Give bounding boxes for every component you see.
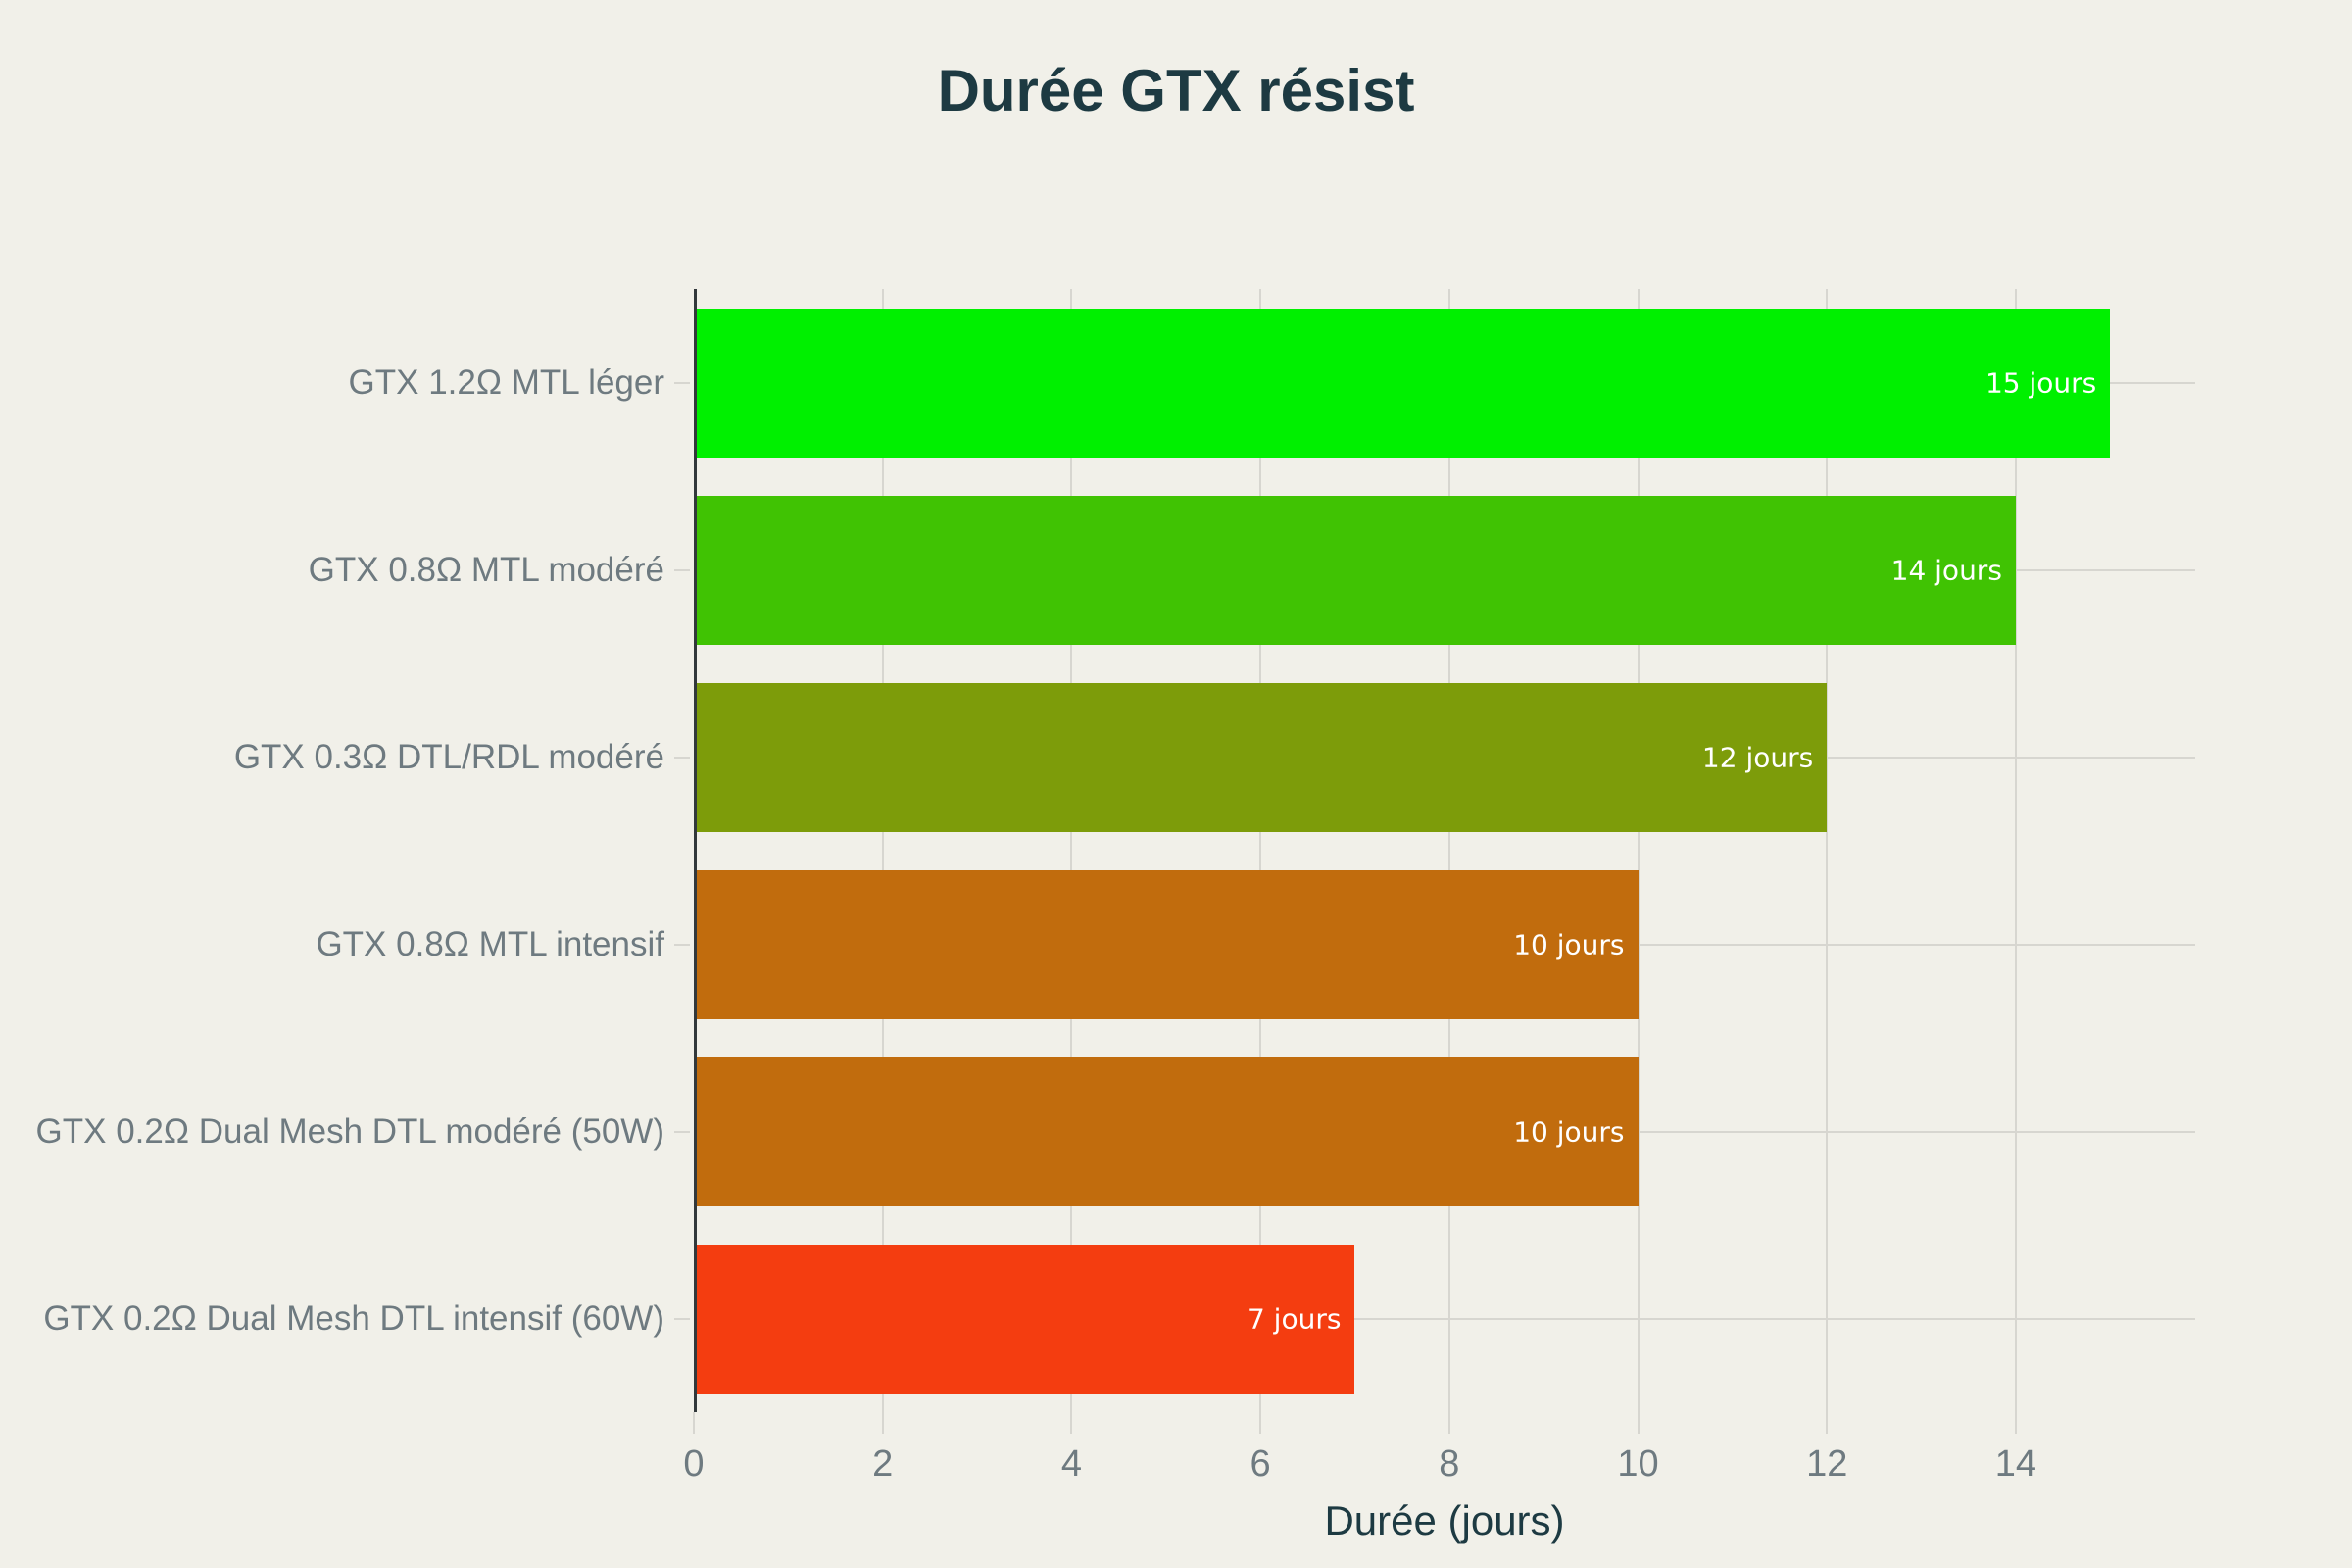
bar-6: 7 jours (694, 1244, 1355, 1394)
bar-5: 10 jours (694, 1056, 1639, 1206)
category-label: GTX 0.8Ω MTL modéré (308, 550, 664, 589)
y-axis-category-labels: GTX 1.2Ω MTL léger GTX 0.8Ω MTL modéré GTX… (0, 289, 664, 1412)
x-axis-tick-label: 0 (683, 1444, 705, 1485)
y-axis-line (694, 289, 697, 1412)
bar-1: 15 jours (694, 308, 2111, 458)
x-axis-tick-label: 14 (1994, 1444, 2037, 1485)
y-axis-tick (674, 381, 690, 384)
bar-value-label: 7 jours (1247, 1302, 1342, 1335)
y-axis-tick (674, 1317, 690, 1320)
x-axis-tick (2014, 1412, 2017, 1434)
bar-value-label: 10 jours (1513, 1115, 1625, 1148)
chart-title: Durée GTX résist (937, 58, 1415, 123)
vertical-gridline (1447, 289, 1450, 1412)
bar-2: 14 jours (694, 495, 2016, 645)
category-label: GTX 0.2Ω Dual Mesh DTL intensif (60W) (43, 1298, 664, 1338)
y-axis-tick (674, 756, 690, 759)
y-axis-tick (674, 568, 690, 571)
x-axis-tick-label: 12 (1806, 1444, 1848, 1485)
bar-3: 12 jours (694, 682, 1828, 832)
category-label: GTX 0.3Ω DTL/RDL modéré (233, 737, 664, 776)
x-axis-tick (1826, 1412, 1829, 1434)
x-axis-tick-label: 2 (872, 1444, 894, 1485)
x-axis-title: Durée (jours) (1324, 1497, 1565, 1544)
vertical-gridline (2014, 289, 2017, 1412)
vertical-gridline (1259, 289, 1262, 1412)
bar-value-label: 10 jours (1513, 928, 1625, 960)
category-label: GTX 0.8Ω MTL intensif (316, 924, 664, 963)
x-axis-tick (693, 1412, 695, 1434)
y-axis-tick (674, 943, 690, 946)
x-axis-tick-label: 6 (1250, 1444, 1271, 1485)
vertical-gridline (1826, 289, 1829, 1412)
bar-value-label: 12 jours (1701, 741, 1814, 773)
vertical-gridline (1070, 289, 1073, 1412)
vertical-gridline (1637, 289, 1640, 1412)
horizontal-gridline (694, 1317, 2195, 1320)
vertical-gridline (881, 289, 884, 1412)
bar-value-label: 14 jours (1890, 554, 2002, 586)
x-axis-tick-label: 8 (1439, 1444, 1460, 1485)
y-axis-tick (674, 1130, 690, 1133)
plot-area: 15 jours 14 jours 12 jours 10 jours 10 jours… (674, 289, 2195, 1485)
x-axis-tick-label: 4 (1060, 1444, 1082, 1485)
bar-4: 10 jours (694, 869, 1639, 1019)
x-axis-tick-label: 10 (1617, 1444, 1659, 1485)
bar-value-label: 15 jours (1984, 367, 2097, 399)
x-axis-tick (1637, 1412, 1640, 1434)
x-axis-tick (881, 1412, 884, 1434)
x-axis-tick (1070, 1412, 1073, 1434)
category-label: GTX 1.2Ω MTL léger (348, 363, 664, 402)
category-label: GTX 0.2Ω Dual Mesh DTL modéré (50W) (35, 1111, 664, 1151)
x-axis-tick (1447, 1412, 1450, 1434)
x-axis-tick (1259, 1412, 1262, 1434)
